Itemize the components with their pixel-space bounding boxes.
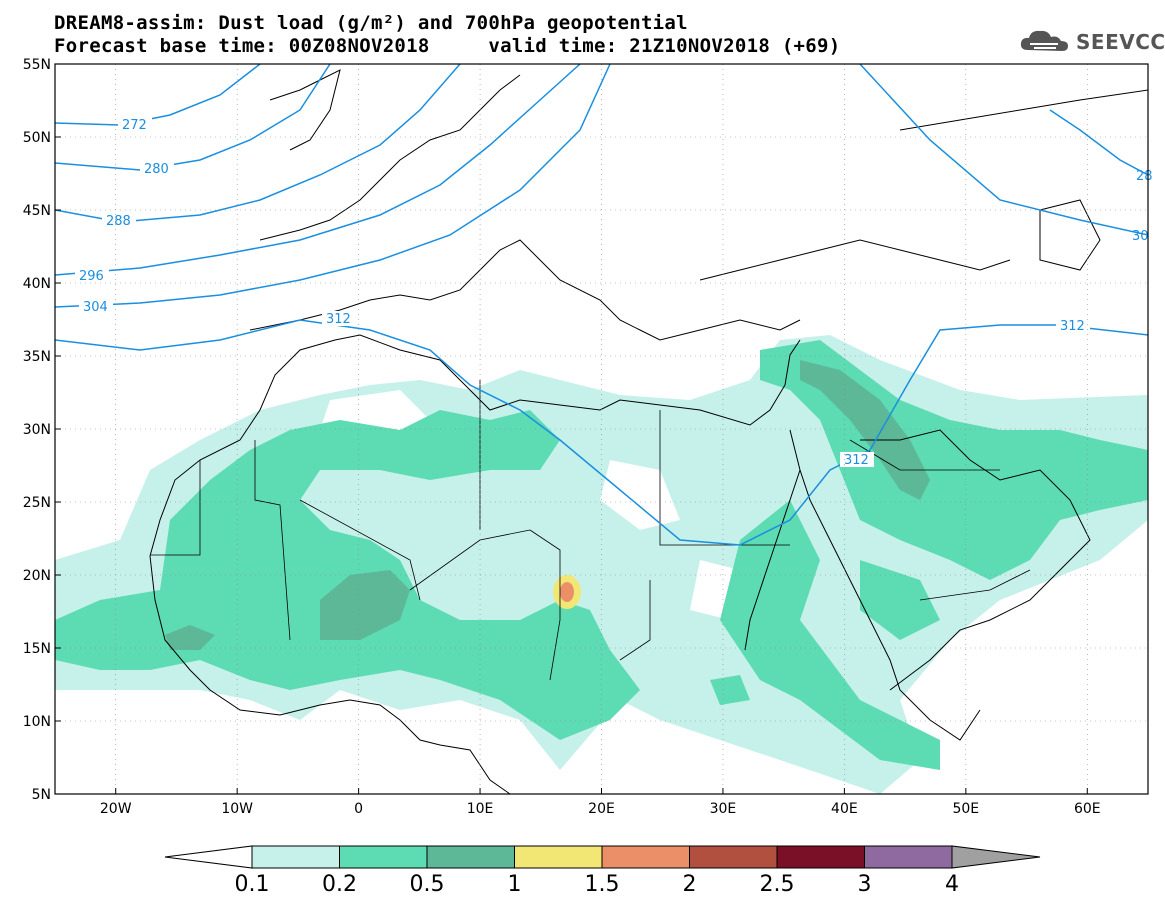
contour-288: [55, 64, 461, 223]
dust-area-medium: [55, 410, 640, 740]
colorbar-swatch: [689, 845, 778, 869]
contour-30: [1049, 109, 1148, 176]
colorbar-over-arrow: [951, 845, 1041, 869]
colorbar-level-label: 0.1: [235, 872, 270, 897]
logo-text: SEEVCCC: [1076, 30, 1165, 54]
contour-272: [55, 64, 261, 126]
colorbar-swatch: [426, 845, 515, 869]
coastlines: [149, 69, 1148, 794]
lon-tick-label: 20E: [588, 801, 615, 817]
lat-tick-label: 45N: [23, 203, 51, 219]
lat-tick-label: 15N: [23, 641, 51, 657]
contour-304: [55, 64, 611, 308]
lon-tick-label: 20W: [100, 801, 132, 817]
contour-labels: 272 280 288 296 304 312 312 312 28 30: [75, 117, 1153, 468]
contour-280: [55, 64, 331, 171]
contour-label: 288: [106, 214, 131, 229]
lon-tick-label: 0: [354, 801, 363, 817]
colorbar-level-label: 1: [508, 872, 522, 897]
contour-28: [859, 64, 1148, 236]
lon-tick-label: 60E: [1074, 801, 1101, 817]
lat-tick-label: 25N: [23, 495, 51, 511]
colorbar-swatch: [601, 845, 690, 869]
colorbar-level-label: 0.2: [322, 872, 357, 897]
contour-label: 312: [326, 312, 351, 327]
dust-hotspot-15: [560, 582, 574, 602]
contour-label: 296: [79, 269, 104, 284]
lat-tick-label: 10N: [23, 714, 51, 730]
seevccc-logo: SEEVCCC: [1018, 26, 1165, 58]
lat-tick-label: 20N: [23, 568, 51, 584]
geopotential-contours: [55, 64, 1148, 546]
colorbar-level-label: 3: [858, 872, 872, 897]
cloud-icon: [1020, 30, 1068, 51]
contour-label: 272: [122, 118, 147, 133]
colorbar-level-label: 1.5: [585, 872, 620, 897]
contour-312-west: [55, 319, 1148, 546]
lat-tick-label: 5N: [32, 787, 51, 803]
colorbar-swatch: [251, 845, 340, 869]
contour-label: 280: [144, 162, 169, 177]
colorbar-swatch: [864, 845, 953, 869]
lon-tick-label: 10E: [467, 801, 494, 817]
colorbar-level-label: 2: [683, 872, 697, 897]
colorbar-under-arrow: [164, 845, 253, 869]
graticule: [55, 64, 1148, 794]
map-title: DREAM8-assim: Dust load (g/m²) and 700hP…: [54, 12, 688, 34]
colorbar-swatch: [776, 845, 865, 869]
longitude-axis: 20W 10W 0 10E 20E 30E 40E 50E 60E: [100, 788, 1101, 817]
lon-tick-label: 50E: [952, 801, 979, 817]
contour-label: 30: [1132, 229, 1149, 244]
lat-tick-label: 35N: [23, 349, 51, 365]
lon-tick-label: 30E: [710, 801, 737, 817]
latitude-axis: 55N 50N 45N 40N 35N 30N 25N 20N 15N 10N 5N: [23, 57, 61, 803]
contour-296: [55, 64, 581, 276]
map-subtitle-times: Forecast base time: 00Z08NOV2018 valid t…: [54, 35, 841, 57]
lat-tick-label: 30N: [23, 422, 51, 438]
colorbar-level-label: 0.5: [410, 872, 445, 897]
colorbar-swatch: [514, 845, 603, 869]
contour-label: 312: [1060, 319, 1085, 334]
dust-area-dark: [320, 570, 410, 640]
colorbar: 0.1 0.2 0.5 1 1.5 2 2.5 3 4: [164, 845, 1041, 897]
colorbar-swatch: [339, 845, 428, 869]
contour-label: 28: [1136, 169, 1153, 184]
colorbar-level-label: 4: [945, 872, 959, 897]
lon-tick-label: 10W: [221, 801, 253, 817]
contour-label: 312: [844, 453, 869, 468]
lon-tick-label: 40E: [831, 801, 858, 817]
contour-label: 304: [83, 300, 108, 315]
lat-tick-label: 55N: [23, 57, 51, 73]
colorbar-level-label: 2.5: [760, 872, 795, 897]
lat-tick-label: 40N: [23, 276, 51, 292]
lat-tick-label: 50N: [23, 130, 51, 146]
